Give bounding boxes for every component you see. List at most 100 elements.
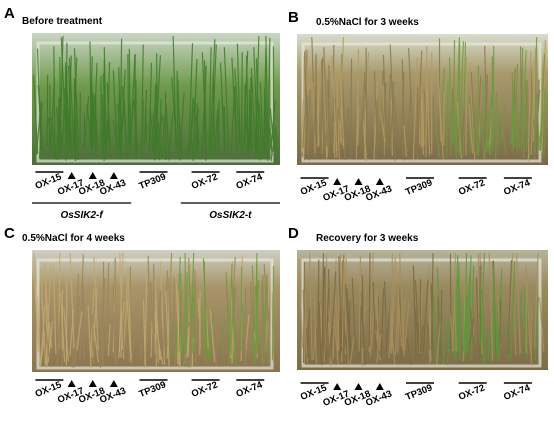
- panel-letter: C: [4, 225, 15, 242]
- plant: [135, 80, 138, 159]
- marker-triangle: [333, 383, 342, 390]
- plant: [93, 62, 98, 147]
- plant: [346, 288, 352, 364]
- plant: [226, 291, 233, 356]
- plant: [470, 71, 476, 152]
- plant: [379, 111, 386, 143]
- plant: [462, 294, 468, 351]
- plant: [372, 281, 377, 352]
- plant: [332, 44, 335, 148]
- plant: [527, 51, 532, 162]
- plant: [475, 277, 480, 351]
- plant: [358, 256, 362, 352]
- plant: [453, 113, 457, 159]
- tray-rim: [301, 258, 542, 368]
- plant: [506, 322, 510, 362]
- plant: [412, 57, 418, 161]
- plant: [117, 92, 120, 150]
- panel-title: 0.5%NaCl for 3 weeks: [316, 17, 419, 28]
- plant: [422, 280, 429, 352]
- plant: [511, 92, 517, 144]
- plant: [68, 57, 76, 159]
- plant: [75, 95, 79, 148]
- plant: [79, 254, 84, 361]
- plant: [312, 81, 316, 154]
- plant: [150, 281, 155, 351]
- plant: [119, 252, 123, 350]
- group-label: OsSIK2-t: [209, 210, 252, 221]
- plant: [345, 337, 348, 364]
- plant: [188, 97, 194, 156]
- plant: [446, 81, 449, 158]
- plant: [240, 52, 243, 151]
- plant: [403, 125, 408, 157]
- plant: [368, 252, 371, 347]
- plant: [428, 318, 432, 362]
- plant: [76, 311, 83, 351]
- plant: [298, 259, 304, 349]
- plant: [35, 100, 42, 155]
- plant: [492, 46, 495, 152]
- plant: [361, 268, 368, 366]
- plant: [187, 264, 192, 357]
- plant: [141, 44, 144, 160]
- plant: [107, 61, 111, 143]
- panel-letter: B: [288, 9, 299, 26]
- plant: [65, 67, 69, 147]
- marker-triangle: [109, 380, 118, 387]
- plant: [228, 263, 233, 365]
- plant: [57, 132, 63, 159]
- plant: [488, 252, 494, 361]
- plant: [40, 268, 46, 365]
- plant: [476, 65, 480, 154]
- plant: [469, 309, 476, 358]
- plant: [511, 72, 515, 150]
- plant: [468, 104, 474, 154]
- marker-triangle: [88, 172, 97, 179]
- plant: [32, 74, 39, 154]
- strain-label: TP309: [404, 382, 434, 403]
- plant: [470, 265, 475, 361]
- plant: [339, 36, 345, 143]
- plant: [128, 102, 135, 157]
- plant: [390, 81, 395, 147]
- plant: [168, 113, 174, 150]
- plant: [436, 323, 441, 365]
- plant: [156, 291, 162, 360]
- plant: [127, 266, 132, 359]
- plant: [302, 101, 307, 149]
- plant: [448, 57, 452, 157]
- plant: [426, 323, 431, 350]
- plant: [231, 277, 238, 368]
- plant: [453, 254, 459, 357]
- plant: [173, 277, 176, 367]
- plant: [186, 326, 190, 359]
- plant: [538, 297, 545, 352]
- plant: [338, 256, 343, 351]
- plant: [59, 35, 64, 146]
- plant: [264, 97, 269, 161]
- panel-letter: A: [4, 5, 15, 22]
- plant: [355, 48, 360, 159]
- plant: [246, 121, 252, 153]
- plant: [322, 252, 324, 351]
- plant: [331, 60, 338, 158]
- plant: [66, 88, 71, 146]
- plant: [177, 79, 181, 161]
- plant: [232, 313, 236, 360]
- plant: [142, 299, 147, 368]
- plant: [309, 253, 313, 360]
- plant: [223, 105, 226, 142]
- plant: [484, 74, 488, 148]
- plant: [142, 99, 144, 142]
- plant: [307, 89, 311, 156]
- plant: [315, 57, 318, 148]
- plant: [165, 105, 170, 161]
- plant: [464, 274, 471, 360]
- plant: [513, 303, 517, 355]
- plant: [344, 284, 350, 350]
- plant: [325, 287, 330, 354]
- plant: [199, 301, 206, 360]
- strain-label: OX-72: [190, 379, 220, 399]
- plant: [133, 99, 138, 149]
